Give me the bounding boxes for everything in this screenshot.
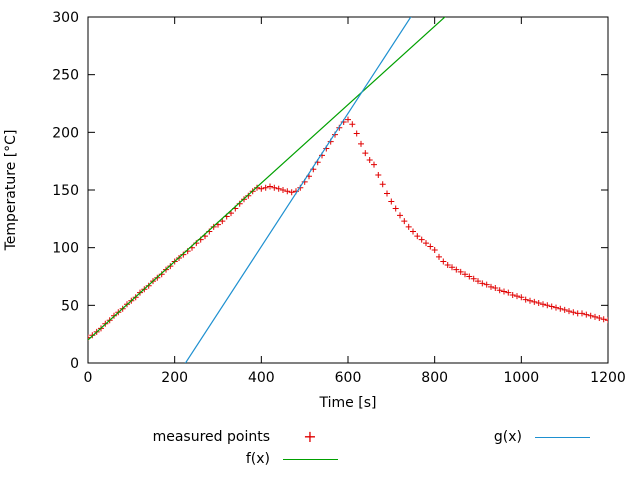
temperature-time-chart: 0 200 400 600 800 1000 1200 0 50 100 150 200 250 300 T… bbox=[3, 10, 626, 411]
series-measured-points bbox=[88, 116, 608, 341]
y-tick-label: 100 bbox=[52, 241, 79, 257]
x-tick-label: 1200 bbox=[590, 370, 626, 386]
x-axis-ticks bbox=[87, 17, 609, 363]
legend-item-f: f(x) bbox=[0, 451, 350, 467]
y-axis-label: Temperature [°C] bbox=[3, 130, 19, 252]
legend-label-g: g(x) bbox=[493, 429, 522, 445]
legend-row-2: f(x) bbox=[0, 448, 640, 470]
plot-border bbox=[87, 16, 609, 364]
y-axis-tick-labels: 0 50 100 150 200 250 300 bbox=[52, 10, 79, 372]
x-tick-label: 400 bbox=[248, 370, 275, 386]
y-axis-ticks bbox=[88, 16, 608, 364]
legend-sample-f bbox=[270, 451, 350, 467]
x-tick-label: 1000 bbox=[504, 370, 540, 386]
x-axis-tick-labels: 0 200 400 600 800 1000 1200 bbox=[84, 370, 626, 386]
legend-sample-measured-points: + bbox=[270, 426, 350, 446]
series-line-1 bbox=[88, 17, 446, 341]
x-axis-label: Time [s] bbox=[319, 395, 377, 411]
legend-sample-g bbox=[522, 429, 602, 445]
y-tick-label: 0 bbox=[70, 356, 79, 372]
x-tick-label: 600 bbox=[335, 370, 362, 386]
gnuplot-chart-window: 0 200 400 600 800 1000 1200 0 50 100 150 200 250 300 T… bbox=[0, 10, 640, 470]
legend-row-1: measured points + g(x) bbox=[0, 426, 640, 448]
f-line-sample-icon bbox=[282, 458, 338, 460]
x-tick-label: 200 bbox=[161, 370, 188, 386]
y-tick-label: 150 bbox=[52, 183, 79, 199]
y-tick-label: 300 bbox=[52, 10, 79, 26]
x-tick-label: 800 bbox=[421, 370, 448, 386]
legend-label-f: f(x) bbox=[245, 451, 270, 467]
series-line-2 bbox=[184, 17, 412, 363]
y-tick-label: 50 bbox=[61, 298, 79, 314]
legend-item-g: g(x) bbox=[350, 429, 602, 445]
g-line-sample-icon bbox=[534, 436, 590, 438]
chart-legend: measured points + g(x) f(x) bbox=[0, 426, 640, 470]
y-tick-label: 200 bbox=[52, 125, 79, 141]
plus-marker-icon: + bbox=[303, 426, 317, 446]
y-tick-label: 250 bbox=[52, 68, 79, 84]
x-tick-label: 0 bbox=[84, 370, 93, 386]
legend-item-measured-points: measured points + bbox=[0, 426, 350, 446]
legend-label-measured-points: measured points bbox=[152, 429, 270, 445]
